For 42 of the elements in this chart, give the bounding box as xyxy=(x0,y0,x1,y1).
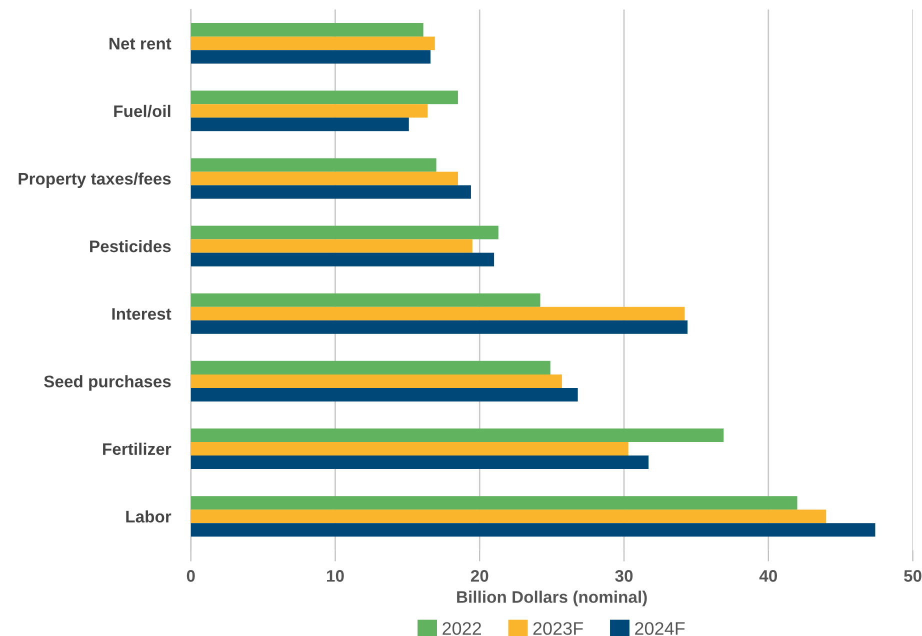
bar xyxy=(190,293,540,307)
bar xyxy=(190,306,685,320)
y-tick-label: Property taxes/fees xyxy=(18,172,171,188)
bar xyxy=(190,510,826,524)
y-tick-label: Seed purchases xyxy=(44,375,171,391)
x-tick-label: 20 xyxy=(470,570,488,582)
bar xyxy=(190,239,472,253)
y-tick-label: Fertilizer xyxy=(103,442,172,455)
x-tick-label: 0 xyxy=(186,570,195,582)
bar xyxy=(190,50,431,64)
bar xyxy=(190,252,494,266)
bar xyxy=(190,388,578,402)
y-tick-label: Net rent xyxy=(110,38,172,50)
y-tick-label: Labor xyxy=(126,510,172,523)
bar xyxy=(190,374,562,388)
bar xyxy=(190,158,436,172)
x-tick-label: 10 xyxy=(327,570,344,582)
y-tick-label: Pesticides xyxy=(90,240,171,252)
bar xyxy=(190,104,428,118)
y-tick-label: Fuel/oil xyxy=(114,104,170,118)
legend-label: 2022 xyxy=(442,622,481,635)
bar xyxy=(190,118,409,132)
bar xyxy=(190,523,876,537)
bar xyxy=(190,23,424,37)
bar xyxy=(190,442,628,456)
x-tick-label: 40 xyxy=(759,570,777,582)
bar xyxy=(190,456,649,470)
bar xyxy=(190,172,458,186)
y-tick-label: Interest xyxy=(112,308,172,320)
x-axis-title: Billion Dollars (nominal) xyxy=(457,590,647,606)
bar xyxy=(190,185,471,199)
x-tick-label: 50 xyxy=(904,570,922,582)
bar xyxy=(190,496,798,510)
bar xyxy=(190,90,458,104)
x-tick-label: 30 xyxy=(615,570,633,582)
bar xyxy=(190,226,498,240)
bar xyxy=(190,428,724,442)
legend-label: 2023F xyxy=(533,622,583,635)
bar xyxy=(190,36,435,50)
legend-label: 2024F xyxy=(635,622,685,635)
bar xyxy=(190,320,688,334)
bar xyxy=(190,360,550,374)
